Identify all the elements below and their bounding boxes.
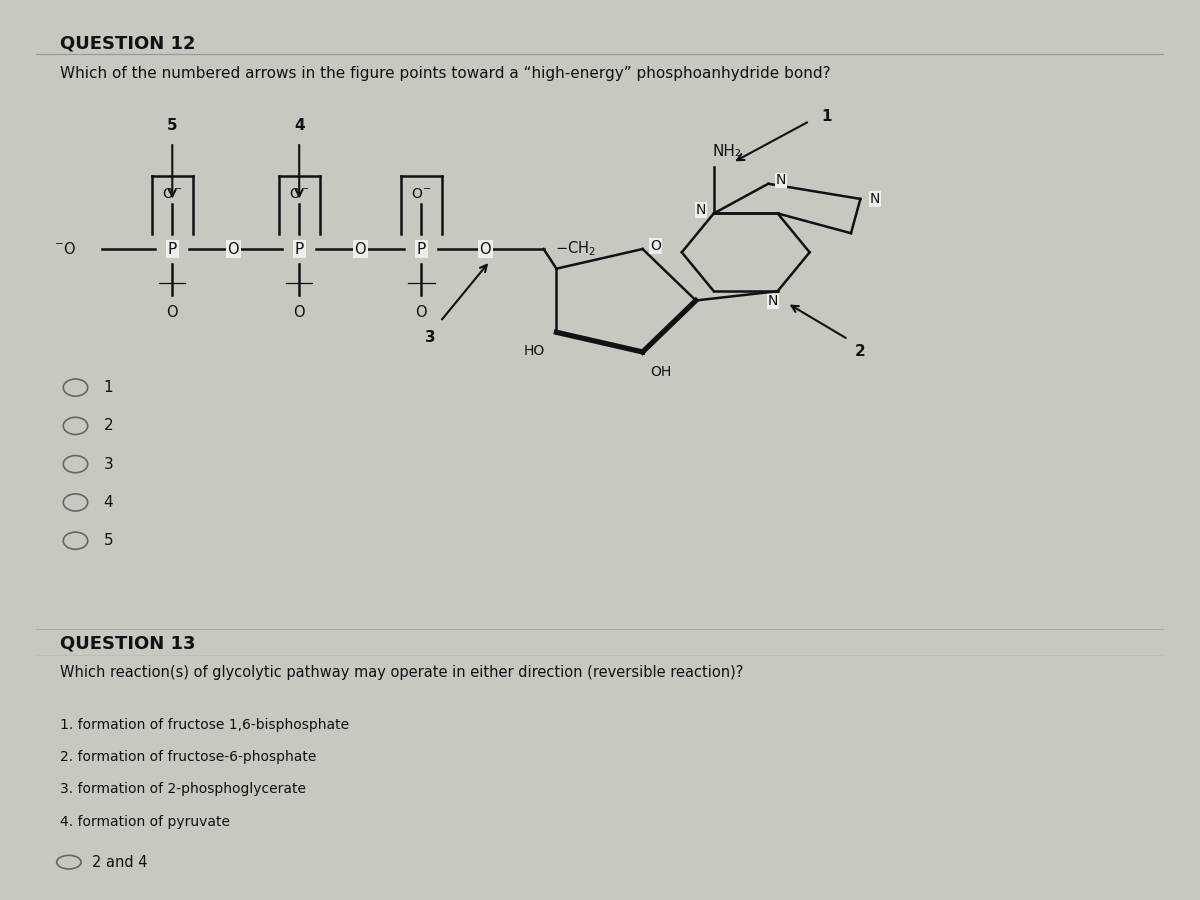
Text: 1: 1 bbox=[103, 380, 113, 395]
Text: 2: 2 bbox=[854, 344, 865, 359]
Text: 3: 3 bbox=[103, 456, 114, 472]
Text: 2 and 4: 2 and 4 bbox=[92, 855, 148, 869]
Text: P: P bbox=[168, 241, 176, 256]
Text: $^{-}$O: $^{-}$O bbox=[54, 241, 76, 257]
Text: 4. formation of pyruvate: 4. formation of pyruvate bbox=[60, 814, 229, 829]
Text: QUESTION 12: QUESTION 12 bbox=[60, 34, 194, 52]
Text: 5: 5 bbox=[103, 533, 113, 548]
Text: N: N bbox=[870, 192, 880, 206]
Text: O: O bbox=[354, 241, 366, 256]
Text: N: N bbox=[768, 294, 778, 309]
Text: O: O bbox=[480, 241, 491, 256]
Text: O: O bbox=[415, 305, 427, 320]
Text: OH: OH bbox=[650, 365, 671, 379]
Text: 2: 2 bbox=[103, 418, 113, 434]
Text: Which of the numbered arrows in the figure points toward a “high-energy” phospho: Which of the numbered arrows in the figu… bbox=[60, 66, 830, 80]
Text: 3: 3 bbox=[426, 329, 436, 345]
Text: 1: 1 bbox=[821, 109, 832, 124]
Text: 4: 4 bbox=[294, 119, 305, 133]
Text: O$^{-}$: O$^{-}$ bbox=[412, 187, 432, 202]
Text: NH₂: NH₂ bbox=[713, 144, 742, 158]
Text: $-$CH$_2$: $-$CH$_2$ bbox=[554, 239, 596, 258]
Text: 2. formation of fructose-6-phosphate: 2. formation of fructose-6-phosphate bbox=[60, 750, 316, 764]
Text: 5: 5 bbox=[167, 119, 178, 133]
Text: Which reaction(s) of glycolytic pathway may operate in either direction (reversi: Which reaction(s) of glycolytic pathway … bbox=[60, 665, 743, 680]
Text: O: O bbox=[167, 305, 178, 320]
Text: P: P bbox=[294, 241, 304, 256]
Text: N: N bbox=[775, 174, 786, 187]
Text: 1. formation of fructose 1,6-bisphosphate: 1. formation of fructose 1,6-bisphosphat… bbox=[60, 717, 349, 732]
Text: N: N bbox=[696, 203, 707, 217]
Text: O: O bbox=[293, 305, 305, 320]
Text: QUESTION 13: QUESTION 13 bbox=[60, 634, 194, 652]
Text: O: O bbox=[228, 241, 239, 256]
Text: O$^{-}$: O$^{-}$ bbox=[162, 187, 182, 202]
Text: HO: HO bbox=[524, 344, 545, 358]
Text: O: O bbox=[650, 238, 661, 253]
Text: 3. formation of 2-phosphoglycerate: 3. formation of 2-phosphoglycerate bbox=[60, 782, 306, 796]
Text: O$^{-}$: O$^{-}$ bbox=[289, 187, 310, 202]
Text: 4: 4 bbox=[103, 495, 113, 510]
Text: P: P bbox=[416, 241, 426, 256]
